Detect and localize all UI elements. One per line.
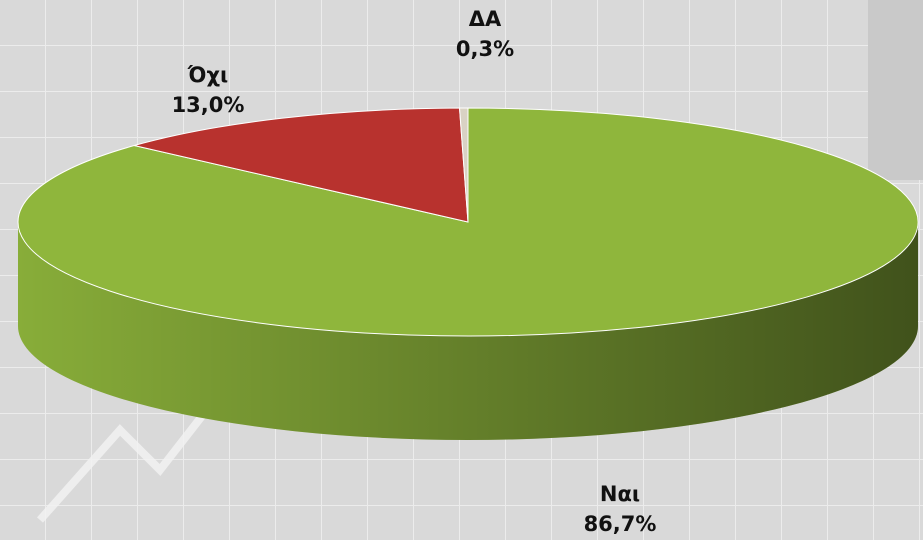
slice-value-label: 13,0% [172, 93, 245, 117]
pie-slice [458, 107, 469, 223]
slice-value-label: 0,3% [456, 37, 514, 61]
slice-label: Ναι [600, 482, 640, 506]
slice-value-label: 86,7% [584, 512, 657, 536]
pie-slice [134, 107, 469, 223]
pie [17, 107, 919, 440]
pie-side-shade [18, 222, 918, 440]
slice-label: ΔΑ [469, 7, 502, 31]
slice-label: Όχι [187, 63, 228, 87]
decor-figure [868, 0, 923, 180]
